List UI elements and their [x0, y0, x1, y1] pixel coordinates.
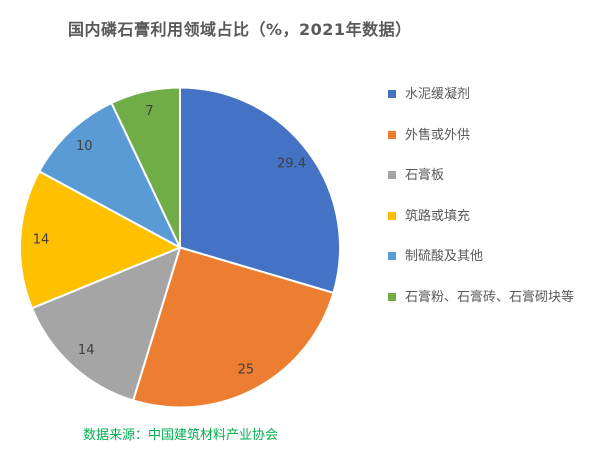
pie-data-label-3: 14 — [78, 343, 95, 358]
pie-slice-2 — [132, 246, 335, 409]
legend-label: 水泥缓凝剂 — [405, 87, 471, 102]
pie-data-label-1: 29.4 — [277, 157, 306, 172]
legend-label: 石膏粉、石膏砖、石膏砌块等 — [405, 289, 575, 305]
legend-label: 筑路或填充 — [405, 208, 471, 224]
source-note: 数据来源：中国建筑材料产业协会 — [83, 428, 279, 443]
legend-swatch-lightblue — [388, 252, 396, 260]
legend-swatch-orange — [388, 130, 396, 139]
pie-slice-4 — [19, 170, 181, 310]
pie-plot-area: 29.4 25 14 14 10 7 — [19, 86, 341, 409]
legend-swatch-green — [388, 292, 396, 301]
pie-data-label-4: 14 — [33, 233, 50, 248]
legend-swatch-yellow — [388, 211, 396, 220]
legend-item-cement-retarder: 水泥缓凝剂 — [388, 85, 590, 105]
legend-swatch-gray — [388, 171, 396, 179]
chart-title: 国内磷石膏利用领域占比（%，2021年数据） — [68, 20, 412, 39]
legend-label: 制硫酸及其他 — [405, 249, 484, 264]
legend: 水泥缓凝剂 外售或外供 石膏板 筑路或填充 制硫酸及其他 石膏粉、石膏砖、石膏砌… — [388, 85, 590, 307]
pie-slice-6 — [110, 86, 181, 249]
legend-label: 石膏板 — [405, 168, 445, 183]
legend-item-road-fill: 筑路或填充 — [388, 207, 590, 227]
pie-slice-1 — [179, 86, 341, 294]
legend-item-gypsum-board: 石膏板 — [388, 166, 590, 186]
pie-slice-5 — [38, 101, 181, 249]
legend-label: 外售或外供 — [405, 127, 471, 143]
pie-data-label-6: 7 — [145, 104, 153, 119]
pie-data-label-2: 25 — [238, 363, 255, 378]
legend-item-sulfuric-acid: 制硫酸及其他 — [388, 247, 590, 267]
legend-item-external-sale: 外售或外供 — [388, 126, 590, 146]
pie-data-label-5: 10 — [76, 139, 93, 154]
legend-item-gypsum-products: 石膏粉、石膏砖、石膏砌块等 — [388, 288, 590, 308]
pie-slice-3 — [30, 246, 181, 402]
legend-swatch-blue — [388, 90, 396, 98]
